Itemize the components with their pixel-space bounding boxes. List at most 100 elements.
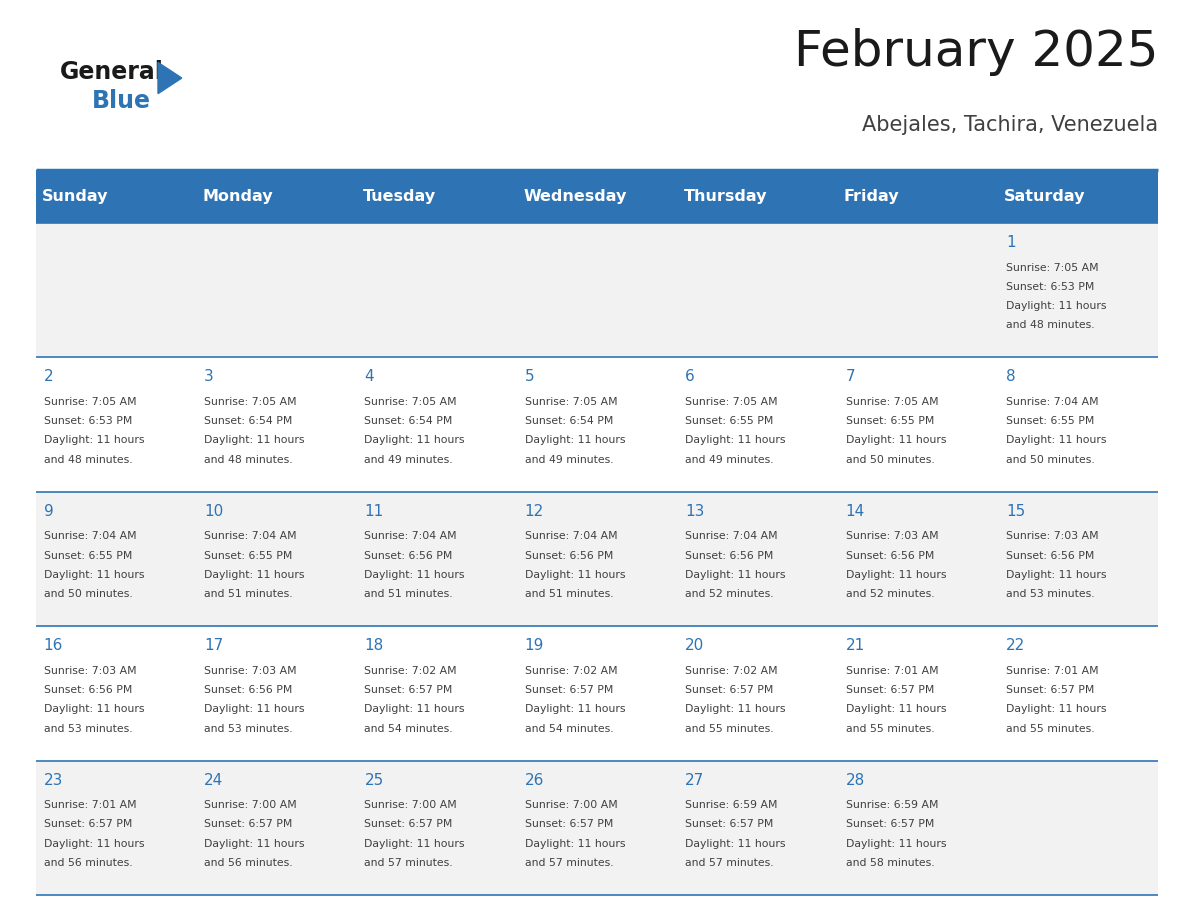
Bar bbox=[36, 170, 1158, 223]
Text: Wednesday: Wednesday bbox=[523, 189, 626, 204]
Text: and 51 minutes.: and 51 minutes. bbox=[365, 589, 453, 599]
Text: Sunset: 6:54 PM: Sunset: 6:54 PM bbox=[365, 416, 453, 426]
Polygon shape bbox=[158, 62, 182, 94]
Bar bbox=[36, 223, 1158, 357]
Text: Daylight: 11 hours: Daylight: 11 hours bbox=[44, 704, 144, 714]
Text: Daylight: 11 hours: Daylight: 11 hours bbox=[365, 839, 465, 848]
Text: 8: 8 bbox=[1006, 369, 1016, 385]
Text: February 2025: February 2025 bbox=[794, 28, 1158, 75]
Text: Sunrise: 7:05 AM: Sunrise: 7:05 AM bbox=[44, 397, 137, 407]
Text: Daylight: 11 hours: Daylight: 11 hours bbox=[1006, 570, 1106, 580]
Bar bbox=[36, 492, 1158, 626]
Text: Sunset: 6:57 PM: Sunset: 6:57 PM bbox=[846, 820, 934, 829]
Text: Daylight: 11 hours: Daylight: 11 hours bbox=[365, 570, 465, 580]
Text: Sunrise: 7:05 AM: Sunrise: 7:05 AM bbox=[204, 397, 297, 407]
Text: Sunset: 6:54 PM: Sunset: 6:54 PM bbox=[525, 416, 613, 426]
Text: Sunrise: 7:00 AM: Sunrise: 7:00 AM bbox=[365, 800, 457, 810]
Text: Daylight: 11 hours: Daylight: 11 hours bbox=[525, 570, 625, 580]
Text: Sunrise: 7:04 AM: Sunrise: 7:04 AM bbox=[44, 532, 137, 542]
Text: 18: 18 bbox=[365, 638, 384, 654]
Text: Sunrise: 7:01 AM: Sunrise: 7:01 AM bbox=[44, 800, 137, 810]
Text: Sunrise: 7:05 AM: Sunrise: 7:05 AM bbox=[525, 397, 618, 407]
Text: 6: 6 bbox=[685, 369, 695, 385]
Text: Sunset: 6:57 PM: Sunset: 6:57 PM bbox=[44, 820, 132, 829]
Text: Daylight: 11 hours: Daylight: 11 hours bbox=[365, 704, 465, 714]
Text: 21: 21 bbox=[846, 638, 865, 654]
Text: Sunrise: 7:00 AM: Sunrise: 7:00 AM bbox=[525, 800, 618, 810]
Text: Sunset: 6:55 PM: Sunset: 6:55 PM bbox=[44, 551, 132, 561]
Text: Sunrise: 7:05 AM: Sunrise: 7:05 AM bbox=[846, 397, 939, 407]
Text: and 51 minutes.: and 51 minutes. bbox=[525, 589, 613, 599]
Text: Daylight: 11 hours: Daylight: 11 hours bbox=[846, 704, 946, 714]
Text: Sunrise: 7:02 AM: Sunrise: 7:02 AM bbox=[365, 666, 457, 676]
Text: Sunrise: 7:03 AM: Sunrise: 7:03 AM bbox=[44, 666, 137, 676]
Text: Thursday: Thursday bbox=[683, 189, 767, 204]
Text: and 50 minutes.: and 50 minutes. bbox=[846, 454, 934, 465]
Text: Sunset: 6:54 PM: Sunset: 6:54 PM bbox=[204, 416, 292, 426]
Text: Sunrise: 7:05 AM: Sunrise: 7:05 AM bbox=[685, 397, 778, 407]
Text: 15: 15 bbox=[1006, 504, 1025, 519]
Text: Daylight: 11 hours: Daylight: 11 hours bbox=[846, 435, 946, 445]
Text: Sunrise: 7:04 AM: Sunrise: 7:04 AM bbox=[525, 532, 618, 542]
Text: Daylight: 11 hours: Daylight: 11 hours bbox=[1006, 301, 1106, 311]
Text: Daylight: 11 hours: Daylight: 11 hours bbox=[685, 435, 785, 445]
Text: Sunset: 6:57 PM: Sunset: 6:57 PM bbox=[365, 820, 453, 829]
Text: 3: 3 bbox=[204, 369, 214, 385]
Text: 22: 22 bbox=[1006, 638, 1025, 654]
Text: Sunset: 6:55 PM: Sunset: 6:55 PM bbox=[685, 416, 773, 426]
Text: 19: 19 bbox=[525, 638, 544, 654]
Text: 20: 20 bbox=[685, 638, 704, 654]
Text: Daylight: 11 hours: Daylight: 11 hours bbox=[1006, 435, 1106, 445]
Text: Daylight: 11 hours: Daylight: 11 hours bbox=[204, 435, 304, 445]
Text: Sunrise: 7:02 AM: Sunrise: 7:02 AM bbox=[685, 666, 778, 676]
Text: Daylight: 11 hours: Daylight: 11 hours bbox=[1006, 704, 1106, 714]
Text: Sunday: Sunday bbox=[42, 189, 108, 204]
Text: Sunrise: 7:03 AM: Sunrise: 7:03 AM bbox=[846, 532, 939, 542]
Text: Sunrise: 7:04 AM: Sunrise: 7:04 AM bbox=[365, 532, 457, 542]
Text: 10: 10 bbox=[204, 504, 223, 519]
Text: 4: 4 bbox=[365, 369, 374, 385]
Text: 17: 17 bbox=[204, 638, 223, 654]
Bar bbox=[36, 357, 1158, 492]
Text: Sunrise: 7:04 AM: Sunrise: 7:04 AM bbox=[685, 532, 778, 542]
Text: and 48 minutes.: and 48 minutes. bbox=[44, 454, 132, 465]
Text: and 55 minutes.: and 55 minutes. bbox=[846, 723, 934, 733]
Text: and 51 minutes.: and 51 minutes. bbox=[204, 589, 292, 599]
Text: Daylight: 11 hours: Daylight: 11 hours bbox=[525, 704, 625, 714]
Text: Blue: Blue bbox=[91, 89, 151, 113]
Text: Sunset: 6:57 PM: Sunset: 6:57 PM bbox=[685, 820, 773, 829]
Text: Sunset: 6:57 PM: Sunset: 6:57 PM bbox=[525, 820, 613, 829]
Text: Sunset: 6:56 PM: Sunset: 6:56 PM bbox=[846, 551, 934, 561]
Text: Sunset: 6:57 PM: Sunset: 6:57 PM bbox=[525, 685, 613, 695]
Text: Daylight: 11 hours: Daylight: 11 hours bbox=[685, 704, 785, 714]
Text: Sunrise: 7:05 AM: Sunrise: 7:05 AM bbox=[365, 397, 457, 407]
Text: Daylight: 11 hours: Daylight: 11 hours bbox=[525, 435, 625, 445]
Text: Sunset: 6:56 PM: Sunset: 6:56 PM bbox=[204, 685, 292, 695]
Text: and 50 minutes.: and 50 minutes. bbox=[44, 589, 132, 599]
Text: Daylight: 11 hours: Daylight: 11 hours bbox=[204, 704, 304, 714]
Text: Daylight: 11 hours: Daylight: 11 hours bbox=[365, 435, 465, 445]
Text: Daylight: 11 hours: Daylight: 11 hours bbox=[685, 570, 785, 580]
Text: 26: 26 bbox=[525, 773, 544, 788]
Text: and 52 minutes.: and 52 minutes. bbox=[846, 589, 934, 599]
Text: Sunset: 6:56 PM: Sunset: 6:56 PM bbox=[1006, 551, 1094, 561]
Text: Tuesday: Tuesday bbox=[362, 189, 436, 204]
Text: Sunrise: 7:00 AM: Sunrise: 7:00 AM bbox=[204, 800, 297, 810]
Text: Saturday: Saturday bbox=[1004, 189, 1086, 204]
Text: and 55 minutes.: and 55 minutes. bbox=[1006, 723, 1094, 733]
Text: and 49 minutes.: and 49 minutes. bbox=[365, 454, 453, 465]
Text: and 49 minutes.: and 49 minutes. bbox=[525, 454, 613, 465]
Text: Sunset: 6:57 PM: Sunset: 6:57 PM bbox=[365, 685, 453, 695]
Text: 25: 25 bbox=[365, 773, 384, 788]
Text: Sunset: 6:56 PM: Sunset: 6:56 PM bbox=[525, 551, 613, 561]
Text: Sunset: 6:57 PM: Sunset: 6:57 PM bbox=[846, 685, 934, 695]
Bar bbox=[36, 626, 1158, 761]
Text: and 57 minutes.: and 57 minutes. bbox=[525, 858, 613, 868]
Text: 9: 9 bbox=[44, 504, 53, 519]
Text: Sunrise: 7:04 AM: Sunrise: 7:04 AM bbox=[1006, 397, 1099, 407]
Text: Sunrise: 7:03 AM: Sunrise: 7:03 AM bbox=[204, 666, 297, 676]
Text: 1: 1 bbox=[1006, 235, 1016, 250]
Text: Sunset: 6:56 PM: Sunset: 6:56 PM bbox=[44, 685, 132, 695]
Text: Daylight: 11 hours: Daylight: 11 hours bbox=[685, 839, 785, 848]
Text: Sunrise: 7:03 AM: Sunrise: 7:03 AM bbox=[1006, 532, 1099, 542]
